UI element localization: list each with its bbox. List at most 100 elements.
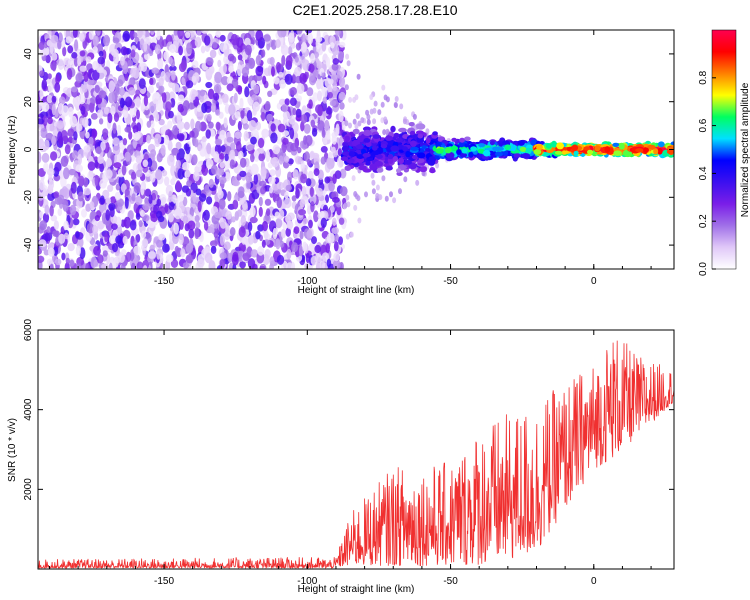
heatmap-cell [239, 97, 244, 110]
heatmap-cell [218, 198, 226, 210]
heatmap-cell [281, 104, 289, 113]
heatmap-cell [306, 87, 314, 97]
heatmap-cell [159, 85, 165, 94]
heatmap-cell [257, 245, 265, 256]
heatmap-cell [125, 251, 132, 262]
heatmap-cell [262, 220, 268, 232]
heatmap-cell [415, 130, 424, 135]
heatmap-cell [229, 149, 236, 160]
heatmap-cell [245, 62, 250, 71]
heatmap-cell [99, 195, 105, 205]
heatmap-cell [458, 141, 465, 148]
heatmap-cell [172, 125, 179, 136]
heatmap-cell [67, 45, 74, 54]
heatmap-cell [513, 153, 522, 158]
heatmap-cell [419, 167, 428, 173]
heatmap-cell [49, 263, 54, 269]
heatmap-cell [46, 168, 55, 176]
heatmap-cell [339, 41, 346, 48]
heatmap-cell [38, 239, 47, 248]
heatmap-cell [80, 105, 86, 115]
heatmap-cell [89, 201, 95, 210]
heatmap-cell [144, 52, 150, 61]
heatmap-cell [89, 101, 95, 113]
heatmap-cell [81, 84, 88, 93]
heatmap-cell [163, 134, 170, 146]
heatmap-cell [167, 140, 173, 151]
heatmap-cell [311, 236, 317, 245]
heatmap-cell [119, 97, 125, 109]
heatmap-cell [85, 131, 90, 139]
heatmap-cell [156, 210, 163, 219]
heatmap-cell [164, 203, 169, 213]
heatmap-cell [238, 226, 246, 238]
heatmap-cell [312, 92, 319, 102]
heatmap-cell [51, 95, 57, 103]
colorbar-tick-label: 0.2 [698, 214, 709, 228]
heatmap-cell [154, 133, 162, 145]
heatmap-cell [384, 195, 389, 202]
heatmap-cell [150, 149, 157, 158]
heatmap-cell [313, 69, 319, 78]
heatmap-cell [164, 71, 171, 83]
heatmap-cell [618, 142, 625, 150]
heatmap-cell [173, 222, 180, 235]
heatmap-cell [372, 118, 377, 125]
heatmap-cell [209, 49, 217, 59]
heatmap-cell [295, 108, 302, 118]
heatmap-cell [241, 200, 248, 211]
heatmap-cell [183, 143, 190, 151]
heatmap-cell [301, 33, 307, 45]
heatmap-cell [219, 34, 226, 42]
heatmap-cell [223, 241, 231, 251]
heatmap-cell [277, 123, 286, 133]
heatmap-cell [94, 84, 100, 94]
heatmap-cell [218, 98, 223, 105]
x-tick-label: -150 [154, 276, 174, 287]
heatmap-cell [402, 146, 408, 152]
heatmap-cell [390, 125, 396, 133]
heatmap-cell [250, 153, 255, 163]
heatmap-cell [362, 168, 372, 173]
heatmap-cell [260, 186, 266, 195]
heatmap-cell [255, 30, 264, 42]
heatmap-cell [262, 254, 270, 266]
heatmap-cell [63, 188, 70, 199]
heatmap-cell [217, 185, 222, 196]
heatmap-cell [133, 182, 142, 194]
heatmap-cell [194, 36, 202, 48]
heatmap-cell [432, 131, 438, 136]
heatmap-cell [252, 101, 260, 112]
heatmap-cell [253, 84, 260, 95]
heatmap-cell [199, 193, 207, 202]
heatmap-cell [77, 153, 82, 165]
heatmap-cell [238, 150, 244, 160]
heatmap-cell [177, 168, 185, 180]
heatmap-cell [365, 109, 370, 116]
heatmap-cell [170, 164, 176, 177]
heatmap-cell [356, 195, 361, 202]
heatmap-cell [149, 77, 154, 85]
heatmap-cell [124, 72, 129, 82]
heatmap-cell [269, 56, 275, 66]
heatmap-cell [81, 208, 87, 218]
heatmap-cell [115, 235, 123, 244]
heatmap-cell [295, 42, 302, 51]
heatmap-cell [653, 148, 659, 155]
heatmap-cell [253, 150, 259, 158]
heatmap-cell [362, 153, 371, 158]
heatmap-cell [301, 185, 307, 197]
heatmap-cell [196, 258, 205, 268]
heatmap-cell [38, 138, 45, 150]
heatmap-cell [288, 36, 295, 43]
heatmap-cell [205, 158, 214, 170]
heatmap-cell [75, 263, 82, 269]
heatmap-cell [234, 111, 241, 119]
heatmap-cell [136, 109, 140, 120]
heatmap-cell [306, 158, 311, 167]
heatmap-cell [257, 137, 265, 149]
heatmap-cell [366, 119, 371, 126]
heatmap-cell [199, 148, 207, 157]
heatmap-cell [136, 143, 142, 152]
heatmap-cell [329, 100, 337, 107]
